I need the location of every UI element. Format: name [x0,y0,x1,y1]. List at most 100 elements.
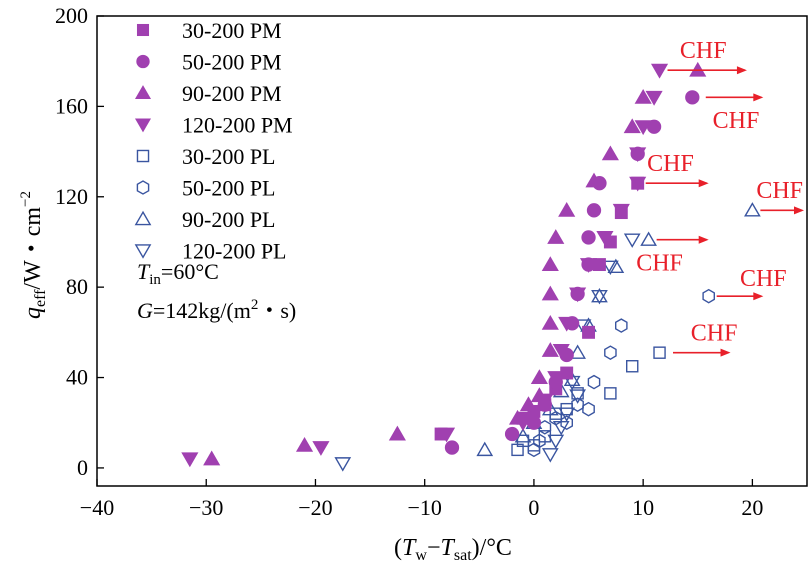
data-point [569,389,586,404]
data-point [615,318,628,333]
chf-arrowhead [794,206,804,215]
data-point [541,448,559,463]
chf-arrowhead [753,93,764,102]
chf-arrowhead [736,66,747,75]
y-tick-label: 40 [66,365,88,390]
data-point [596,230,614,246]
chf-label: CHF [740,266,787,292]
x-tick-label: −40 [80,495,114,520]
data-point [476,441,494,457]
legend-marker [134,85,152,100]
data-point [601,145,619,161]
data-point [560,402,573,416]
x-tick-label: −30 [189,495,223,520]
legend-label: 120-200 PM [182,113,293,138]
chf-arrowhead [720,348,731,357]
data-point [640,231,657,246]
chf-label: CHF [756,178,803,204]
data-point [525,404,543,420]
data-point [634,88,652,104]
legend-marker [134,244,152,259]
chf-label: CHF [636,250,683,276]
data-point [558,407,576,422]
data-point [558,201,576,217]
condition-tin: Tin=60°C [137,259,219,288]
legend-label: 90-200 PL [182,207,276,232]
legend-label: 50-200 PM [182,50,282,75]
data-point [645,90,663,106]
data-point [579,258,598,273]
data-point [744,202,761,217]
data-point [552,343,570,359]
data-points [181,61,761,472]
legend-marker [134,210,152,226]
data-point [312,441,330,456]
legend-label: 30-200 PL [182,144,276,169]
data-point [203,450,221,466]
data-point [536,393,554,409]
data-point [623,118,641,134]
data-point [181,452,199,468]
data-point [702,288,715,304]
legend-label: 120-200 PL [182,239,287,264]
chf-label: CHF [713,108,760,134]
legend-marker [136,180,150,195]
legend-label: 50-200 PL [182,176,276,201]
chf-label: CHF [647,151,694,177]
y-tick-label: 160 [55,93,88,118]
data-point [602,260,619,276]
legend-marker [136,149,150,163]
chf-label: CHF [691,320,738,346]
data-point [547,229,565,244]
data-point [623,233,641,248]
data-point [549,410,563,426]
data-point [571,397,584,413]
y-axis-title: qeff/W・cm−2 [18,191,49,319]
data-point [334,457,352,472]
data-point [587,374,601,390]
y-tick-label: 0 [77,455,88,480]
data-point [388,425,406,441]
data-point [541,256,559,272]
data-point [569,287,587,303]
data-point [629,147,647,163]
data-point [547,371,565,386]
x-axis-title: (Tw−Tsat)/°C [394,535,512,564]
data-point [685,90,700,105]
legend: 30-200 PM 50-200 PM 90-200 PM 120-200 PM 30-… [134,18,293,264]
chf-label: CHF [680,38,727,64]
data-point [653,346,666,359]
data-point [541,342,559,357]
chf-arrowhead [698,235,709,244]
data-point [541,285,559,301]
data-point [437,427,456,443]
y-tick-label: 200 [55,3,88,28]
data-point [514,428,532,443]
data-point [585,172,603,188]
data-point [569,344,586,359]
x-tick-label: 10 [632,495,654,520]
data-point [604,387,617,400]
legend-marker [136,54,150,69]
data-point [295,436,314,452]
legend-marker [136,23,150,37]
data-point [514,416,532,432]
x-tick-label: 0 [528,495,539,520]
condition-g: G=142kg/(m2・s) [137,297,296,323]
legend-label: 90-200 PM [182,81,282,106]
data-point [581,230,596,245]
data-point [604,345,617,361]
y-tick-label: 80 [66,274,88,299]
data-point [560,415,573,431]
x-tick-label: 20 [741,495,763,520]
data-point [629,176,647,192]
data-point [582,401,595,417]
data-point [650,63,669,79]
data-point [547,434,565,450]
data-point [552,421,570,436]
x-tick-label: −10 [407,495,441,520]
chf-annotations: CHF CHF CHF CHF CHF CHF CHF [636,38,804,357]
data-point [527,442,541,458]
